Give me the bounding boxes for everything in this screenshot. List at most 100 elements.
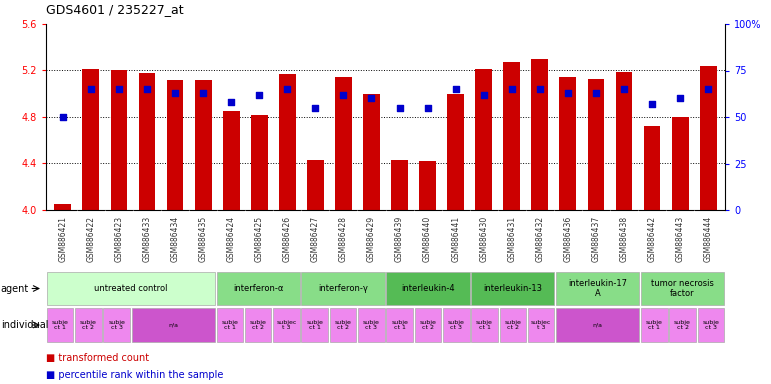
Text: GSM886422: GSM886422 — [86, 216, 96, 262]
Bar — [447, 94, 464, 210]
Text: subjec
t 3: subjec t 3 — [531, 319, 551, 330]
Point — [534, 86, 546, 92]
Bar — [103, 308, 130, 343]
Text: GSM886430: GSM886430 — [480, 216, 488, 262]
Bar — [531, 59, 548, 210]
Bar — [471, 272, 554, 305]
Bar — [556, 272, 639, 305]
Text: subje
ct 3: subje ct 3 — [108, 319, 125, 330]
Point — [197, 90, 209, 96]
Bar — [386, 308, 413, 343]
Text: GSM886435: GSM886435 — [199, 216, 207, 262]
Text: subje
ct 2: subje ct 2 — [335, 319, 352, 330]
Text: subje
ct 2: subje ct 2 — [419, 319, 436, 330]
Text: subje
ct 1: subje ct 1 — [221, 319, 238, 330]
Text: GSM886431: GSM886431 — [507, 216, 517, 262]
Bar — [641, 308, 668, 343]
Bar — [273, 308, 300, 343]
Bar — [330, 308, 356, 343]
Text: GSM886424: GSM886424 — [227, 216, 236, 262]
Text: GSM886421: GSM886421 — [59, 216, 67, 262]
Text: GSM886428: GSM886428 — [339, 216, 348, 262]
Point — [646, 101, 658, 107]
Text: subje
ct 1: subje ct 1 — [52, 319, 69, 330]
Text: subje
ct 2: subje ct 2 — [80, 319, 97, 330]
Point — [590, 90, 602, 96]
Text: ■ percentile rank within the sample: ■ percentile rank within the sample — [46, 370, 224, 380]
Text: GSM886441: GSM886441 — [451, 216, 460, 262]
Text: tumor necrosis
factor: tumor necrosis factor — [651, 279, 714, 298]
Bar — [335, 78, 352, 210]
Text: subje
ct 1: subje ct 1 — [391, 319, 408, 330]
Bar — [307, 160, 324, 210]
Point — [477, 92, 490, 98]
Text: GSM886444: GSM886444 — [704, 216, 712, 262]
Bar — [195, 80, 211, 210]
Point — [56, 114, 69, 120]
Text: interleukin-4: interleukin-4 — [401, 284, 455, 293]
Text: interleukin-17
A: interleukin-17 A — [568, 279, 627, 298]
Text: subje
ct 1: subje ct 1 — [646, 319, 663, 330]
Text: GSM886438: GSM886438 — [619, 216, 628, 262]
Bar — [139, 73, 156, 210]
Bar — [55, 204, 71, 210]
Bar — [419, 161, 436, 210]
Text: n/a: n/a — [593, 323, 603, 328]
Point — [337, 92, 349, 98]
Point — [674, 95, 686, 101]
Text: subje
ct 3: subje ct 3 — [363, 319, 380, 330]
Text: untreated control: untreated control — [94, 284, 167, 293]
Text: ■ transformed count: ■ transformed count — [46, 353, 149, 363]
Point — [141, 86, 153, 92]
Text: GSM886425: GSM886425 — [254, 216, 264, 262]
Text: GSM886437: GSM886437 — [591, 216, 601, 262]
Text: GDS4601 / 235227_at: GDS4601 / 235227_at — [46, 3, 183, 16]
Text: subje
ct 1: subje ct 1 — [306, 319, 323, 330]
Text: agent: agent — [1, 283, 29, 293]
Point — [309, 104, 322, 111]
Bar — [279, 74, 296, 210]
Bar — [82, 70, 99, 210]
Point — [253, 92, 265, 98]
Text: GSM886427: GSM886427 — [311, 216, 320, 262]
Text: GSM886436: GSM886436 — [564, 216, 572, 262]
Bar — [223, 111, 240, 210]
Text: subjec
t 3: subjec t 3 — [276, 319, 297, 330]
Point — [85, 86, 97, 92]
Text: GSM886433: GSM886433 — [143, 216, 152, 262]
Bar — [47, 272, 215, 305]
Bar — [698, 308, 724, 343]
Bar — [528, 308, 554, 343]
Bar — [386, 272, 470, 305]
Text: n/a: n/a — [168, 323, 178, 328]
Point — [618, 86, 630, 92]
Point — [281, 86, 294, 92]
Text: subje
ct 2: subje ct 2 — [250, 319, 267, 330]
Bar — [672, 117, 689, 210]
Bar — [167, 80, 183, 210]
Text: interleukin-13: interleukin-13 — [483, 284, 542, 293]
Text: GSM886439: GSM886439 — [395, 216, 404, 262]
Text: subje
ct 1: subje ct 1 — [476, 319, 493, 330]
Text: GSM886442: GSM886442 — [648, 216, 657, 262]
Point — [225, 99, 237, 105]
Bar — [47, 308, 73, 343]
Bar — [358, 308, 385, 343]
Point — [365, 95, 378, 101]
Bar — [588, 79, 604, 210]
Point — [422, 104, 434, 111]
Text: GSM886423: GSM886423 — [114, 216, 123, 262]
Point — [169, 90, 181, 96]
Point — [562, 90, 574, 96]
Point — [113, 86, 125, 92]
Bar — [251, 115, 268, 210]
Text: subje
ct 3: subje ct 3 — [702, 319, 719, 330]
Text: GSM886443: GSM886443 — [675, 216, 685, 262]
Point — [702, 86, 715, 92]
Bar — [443, 308, 470, 343]
Text: interferon-γ: interferon-γ — [318, 284, 368, 293]
Bar — [556, 308, 639, 343]
Bar — [471, 308, 498, 343]
Point — [393, 104, 406, 111]
Text: subje
ct 3: subje ct 3 — [448, 319, 465, 330]
